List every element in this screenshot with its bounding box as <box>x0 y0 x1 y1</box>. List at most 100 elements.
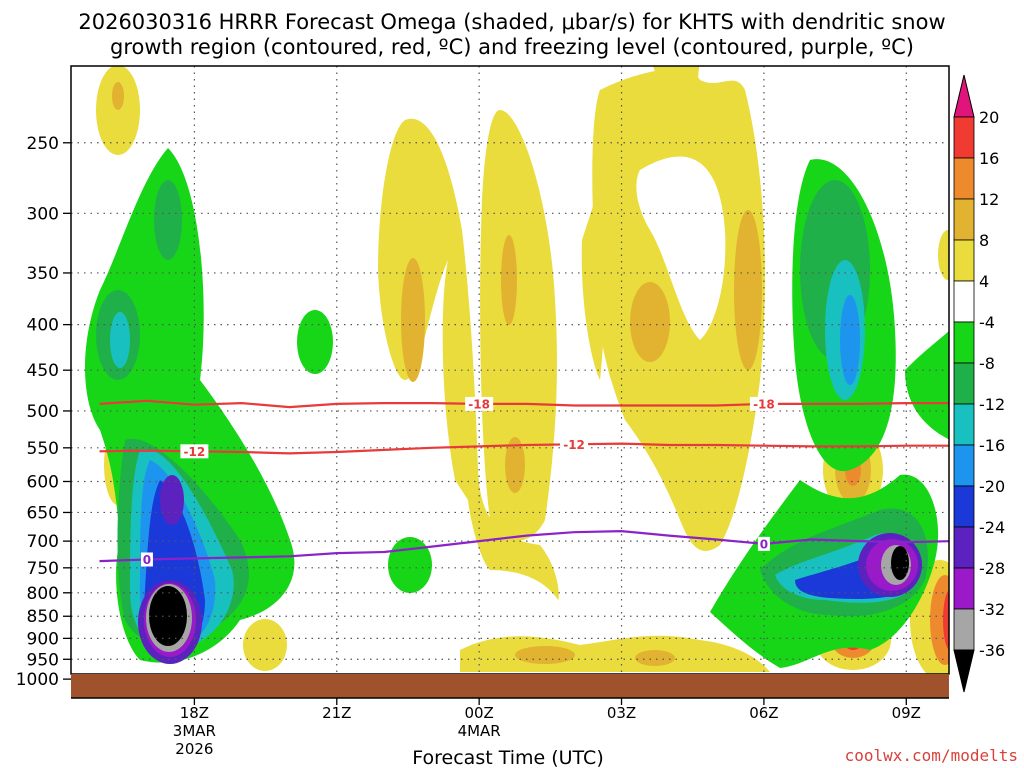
colorbar-tick-label: 20 <box>979 108 999 127</box>
colorbar-swatch <box>953 157 975 200</box>
omega-blob <box>243 619 287 671</box>
colorbar-tick-label: -20 <box>979 477 1005 496</box>
omega-blob <box>388 537 432 593</box>
y-tick-label: 700 <box>27 532 59 552</box>
y-tick-label: 800 <box>27 584 59 604</box>
omega-blob <box>96 66 140 155</box>
colorbar-swatch <box>953 608 975 651</box>
colorbar-swatch <box>953 403 975 446</box>
omega-blob <box>630 282 670 362</box>
dgz-contour-minus18-label-background <box>465 396 494 411</box>
dgz-contour-minus12 <box>99 442 949 455</box>
dgz-contour-minus12-label: -12 <box>563 438 585 452</box>
x-tick-label: 21Z <box>322 704 351 722</box>
ground-band <box>71 674 949 698</box>
colorbar-tick-label: 12 <box>979 190 999 209</box>
colorbar-tick-label: -12 <box>979 395 1005 414</box>
y-tick-label: 950 <box>27 650 59 670</box>
freezing-level-contour-label-background <box>757 536 770 551</box>
x-tick-label: 00Z <box>464 704 493 722</box>
y-tick-label: 550 <box>27 439 59 459</box>
colorbar-swatch <box>953 567 975 610</box>
freezing-level-contour-label: 0 <box>143 553 151 567</box>
omega-blob <box>515 646 575 664</box>
colorbar-tick-label: 16 <box>979 149 999 168</box>
omega-blob <box>938 230 949 280</box>
colorbar-tick-label: -8 <box>979 354 995 373</box>
colorbar-top-arrow <box>953 74 975 118</box>
credit-text: coolwx.com/modelts <box>845 746 1018 765</box>
omega-blob <box>297 310 333 374</box>
dgz-contour-minus12-label: -12 <box>184 445 206 459</box>
omega-blob <box>635 650 675 666</box>
y-tick-label: 1000 <box>16 670 59 690</box>
colorbar-tick-label: 8 <box>979 231 989 250</box>
omega-blob <box>891 546 909 580</box>
omega-blob <box>581 200 605 380</box>
omega-blob <box>930 575 949 665</box>
x-tick-date-label: 3MAR <box>173 722 216 740</box>
omega-blob <box>840 295 860 385</box>
y-tick-label: 500 <box>27 402 59 422</box>
plot-area: -18 -18 -12 -12 0 0 <box>71 66 949 674</box>
chart-title-line1: 2026030316 HRRR Forecast Omega (shaded, … <box>78 10 945 34</box>
x-tick-label: 09Z <box>892 704 921 722</box>
colorbar-tick-label: -28 <box>979 559 1005 578</box>
y-tick-label: 650 <box>27 503 59 523</box>
omega-blob <box>943 590 949 650</box>
omega-blob <box>110 312 130 368</box>
colorbar-swatch <box>953 526 975 569</box>
omega-blob <box>505 437 525 493</box>
x-tick-year-label: 2026 <box>175 740 213 758</box>
omega-blob <box>401 258 425 382</box>
freezing-level-contour-label: 0 <box>760 537 768 551</box>
colorbar-swatch <box>953 444 975 487</box>
x-tick-date-label: 4MAR <box>458 722 501 740</box>
y-tick-label: 850 <box>27 607 59 627</box>
dgz-contour-minus18-label: -18 <box>468 397 490 411</box>
omega-blob <box>592 69 765 551</box>
omega-blob <box>154 180 182 260</box>
dgz-contour-minus12-label-background <box>560 437 589 452</box>
y-tick-label: 600 <box>27 472 59 492</box>
x-tick-label: 03Z <box>607 704 636 722</box>
omega-blob <box>734 210 762 370</box>
contours: -18 -18 -12 -12 0 0 <box>99 396 949 567</box>
omega-blob <box>378 118 559 600</box>
omega-blob <box>480 110 557 541</box>
dgz-contour-minus12-label-background <box>180 444 209 459</box>
x-tick-label: 06Z <box>749 704 778 722</box>
y-tick-label: 300 <box>27 204 59 224</box>
colorbar-swatch <box>953 239 975 282</box>
omega-blob <box>653 66 700 130</box>
omega-blob <box>112 82 124 110</box>
omega-blob <box>905 330 949 440</box>
colorbar-swatch <box>953 280 975 323</box>
colorbar: 20 16 12 8 4 -4 -8 -12 -16 -20 -24 -28 -32 -36 <box>953 74 1005 693</box>
y-tick-label: 350 <box>27 264 59 284</box>
y-axis: 2503003504004505005506006507007508008509… <box>16 134 71 690</box>
colorbar-tick-label: 4 <box>979 272 989 291</box>
y-tick-label: 400 <box>27 316 59 336</box>
omega-blob <box>160 475 184 525</box>
colorbar-swatch <box>953 198 975 241</box>
colorbar-tick-label: -32 <box>979 600 1005 619</box>
y-tick-label: 750 <box>27 559 59 579</box>
y-tick-label: 450 <box>27 361 59 381</box>
omega-blob <box>636 156 726 340</box>
dgz-contour-minus18 <box>99 399 949 409</box>
y-tick-label: 250 <box>27 134 59 154</box>
colorbar-swatch <box>953 116 975 159</box>
colorbar-tick-label: -36 <box>979 641 1005 660</box>
colorbar-tick-label: -4 <box>979 313 995 332</box>
colorbar-swatch <box>953 485 975 528</box>
freezing-level-contour <box>99 529 949 563</box>
colorbar-tick-label: -24 <box>979 518 1005 537</box>
colorbar-tick-label: -16 <box>979 436 1005 455</box>
omega-blob <box>501 235 517 325</box>
dgz-contour-minus18-label: -18 <box>753 397 775 411</box>
y-tick-label: 900 <box>27 629 59 649</box>
chart-title-line2: growth region (contoured, red, ºC) and f… <box>110 35 914 59</box>
